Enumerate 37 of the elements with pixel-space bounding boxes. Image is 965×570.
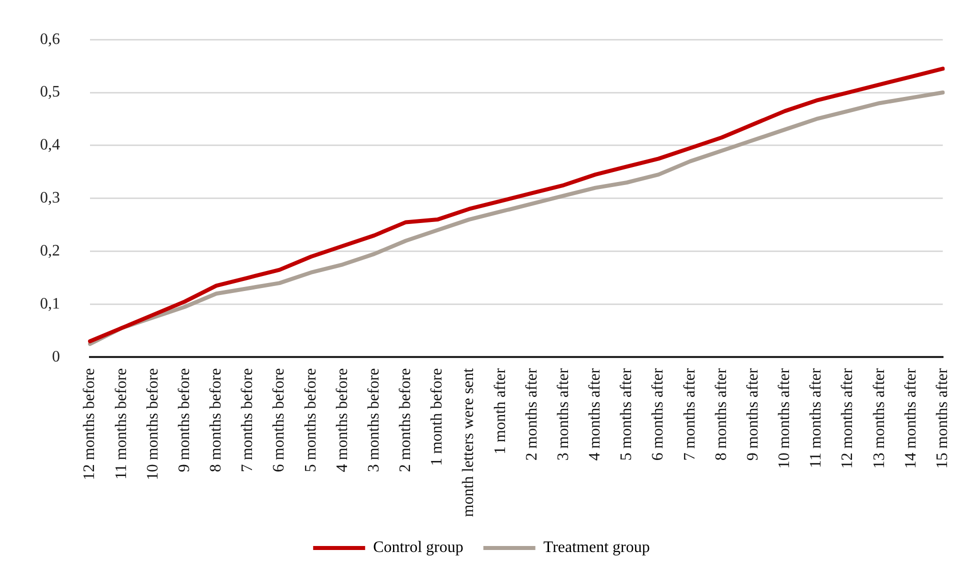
x-tick-label: 11 months before: [112, 368, 130, 480]
x-tick-label: 1 month before: [428, 368, 446, 466]
legend-label: Treatment group: [543, 539, 650, 556]
y-tick-label: 0,5: [40, 84, 60, 101]
x-tick-label: 4 months after: [586, 367, 604, 461]
x-tick-label: month letters were sent: [460, 368, 478, 517]
x-tick-label: 2 months before: [397, 368, 414, 472]
y-tick-label: 0,1: [40, 295, 60, 312]
x-tick-label: 5 months after: [618, 367, 636, 461]
x-tick-label: 5 months before: [302, 368, 320, 472]
x-tick-label: 10 months after: [776, 367, 794, 469]
x-tick-label: 2 months after: [523, 367, 540, 461]
x-tick-label: 15 months after: [934, 367, 952, 469]
x-tick-label: 4 months before: [334, 368, 351, 472]
y-tick-label: 0,3: [40, 190, 60, 207]
x-tick-label: 6 months before: [270, 368, 288, 472]
x-tick-label: 3 months after: [554, 367, 572, 461]
x-tick-label: 8 months after: [712, 367, 730, 461]
x-tick-label: 9 months before: [176, 368, 193, 472]
y-tick-label: 0,2: [40, 242, 60, 260]
x-tick-label: 12 months after: [839, 367, 856, 469]
x-tick-label: 8 months before: [208, 368, 225, 472]
x-tick-label: 6 months after: [650, 367, 667, 461]
x-tick-label: 9 months after: [744, 367, 762, 461]
x-tick-label: 11 months after: [808, 367, 825, 468]
legend-label: Control group: [373, 539, 464, 556]
x-tick-label: 7 months before: [239, 368, 256, 472]
x-tick-label: 14 months after: [902, 367, 920, 469]
x-tick-label: 3 months before: [365, 368, 382, 472]
x-tick-label: 10 months before: [144, 368, 162, 480]
y-tick-label: 0,6: [40, 30, 60, 48]
x-tick-label: 1 month after: [492, 367, 509, 454]
x-tick-label: 7 months after: [681, 367, 698, 461]
x-tick-label: 12 months before: [81, 368, 98, 480]
x-tick-label: 13 months after: [870, 367, 888, 469]
y-tick-label: 0,4: [40, 136, 60, 154]
y-tick-label: 0: [52, 348, 60, 366]
